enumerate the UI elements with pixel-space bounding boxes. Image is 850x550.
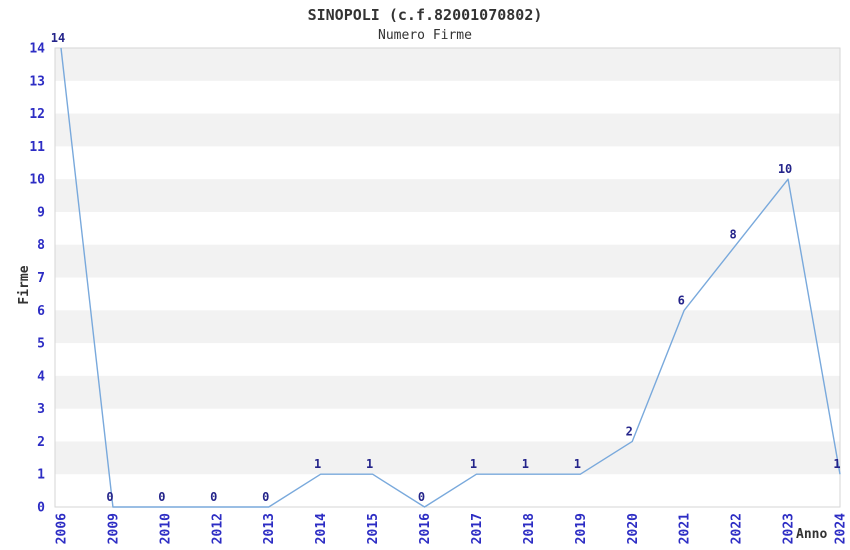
data-label: 1 [833, 457, 840, 471]
grid-band [55, 441, 840, 475]
y-tick-label: 2 [37, 435, 45, 450]
data-label: 0 [418, 490, 425, 504]
plot-border [54, 47, 841, 508]
y-tick-label: 13 [29, 74, 45, 89]
y-tick-label: 9 [37, 205, 45, 220]
x-tick-label: 2018 [522, 513, 537, 544]
data-label: 1 [366, 457, 373, 471]
x-axis-title: Anno [796, 527, 828, 542]
x-tick-label: 2012 [210, 513, 225, 544]
grid-band [55, 113, 840, 147]
grid-band [55, 375, 840, 409]
grid-band [55, 310, 840, 344]
y-tick-label: 14 [29, 42, 45, 57]
y-tick-label: 10 [29, 173, 45, 188]
data-label: 1 [522, 457, 529, 471]
data-label: 0 [106, 490, 113, 504]
x-tick-label: 2016 [418, 513, 433, 544]
data-label: 1 [314, 457, 321, 471]
y-tick-label: 12 [29, 107, 45, 122]
data-label: 14 [51, 31, 65, 45]
data-label: 0 [262, 490, 269, 504]
data-label: 1 [574, 457, 581, 471]
data-label: 1 [470, 457, 477, 471]
data-label: 6 [678, 293, 685, 307]
x-tick-label: 2021 [678, 513, 693, 544]
chart-subtitle: Numero Firme [378, 28, 472, 43]
data-label: 10 [778, 162, 792, 176]
y-tick-label: 4 [37, 369, 45, 384]
x-tick-label: 2020 [626, 513, 641, 544]
x-tick-label: 2006 [55, 513, 70, 544]
x-tick-label: 2022 [730, 513, 745, 544]
y-tick-label: 0 [37, 501, 45, 516]
data-label: 2 [626, 424, 633, 438]
x-tick-label: 2014 [314, 513, 329, 544]
data-label: 8 [730, 228, 737, 242]
grid-band [55, 244, 840, 278]
grid-band [55, 48, 840, 81]
y-tick-label: 7 [37, 271, 45, 286]
x-tick-label: 2010 [158, 513, 173, 544]
chart-title: SINOPOLI (c.f.82001070802) [307, 6, 543, 24]
data-label: 0 [158, 490, 165, 504]
x-tick-label: 2017 [470, 513, 485, 544]
data-line [60, 47, 841, 508]
x-tick-label: 2023 [782, 513, 797, 544]
grid-band [55, 179, 840, 212]
data-label: 0 [210, 490, 217, 504]
x-tick-label: 2009 [106, 513, 121, 544]
x-tick-label: 2013 [262, 513, 277, 544]
y-tick-label: 11 [29, 140, 45, 155]
y-tick-label: 1 [37, 468, 45, 483]
y-tick-label: 5 [37, 337, 45, 352]
x-tick-label: 2024 [834, 513, 849, 544]
y-tick-label: 8 [37, 238, 45, 253]
x-tick-label: 2019 [574, 513, 589, 544]
y-tick-label: 3 [37, 402, 45, 417]
x-tick-label: 2015 [366, 513, 381, 544]
y-tick-label: 6 [37, 304, 45, 319]
